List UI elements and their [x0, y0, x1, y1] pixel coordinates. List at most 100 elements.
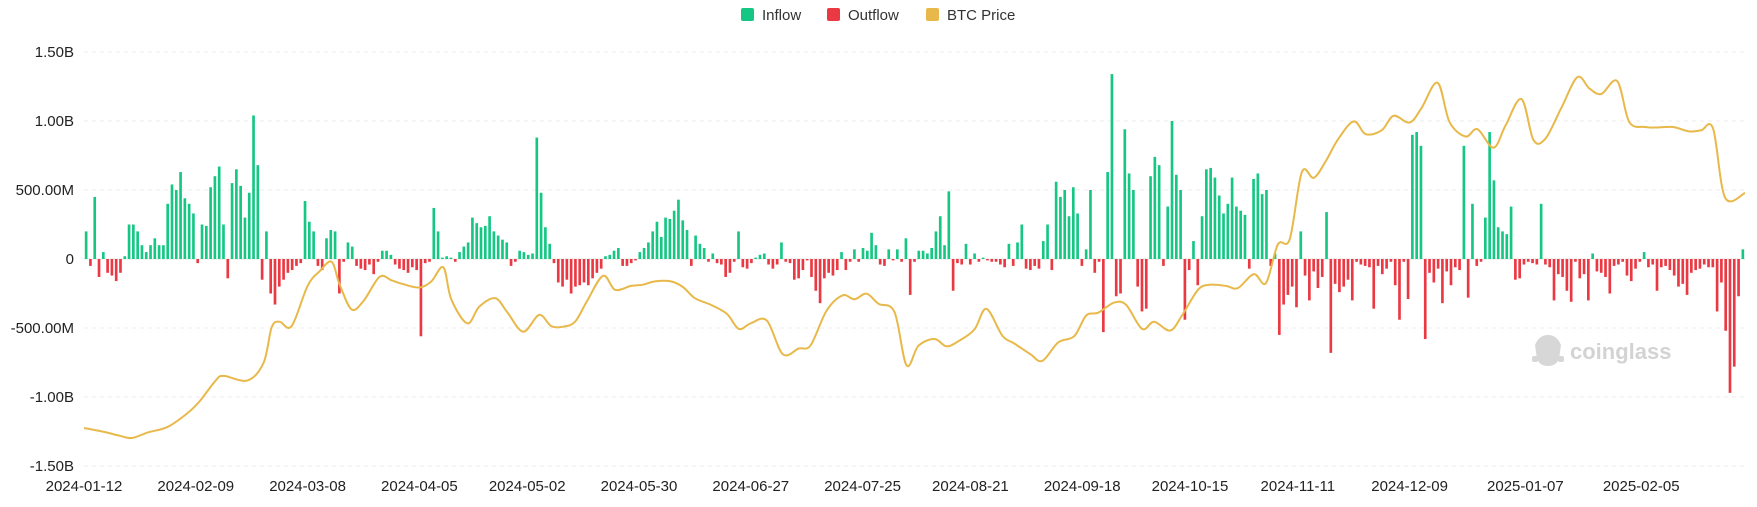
outflow-bar: [1685, 259, 1689, 295]
outflow-bar: [977, 259, 981, 262]
outflow-bar: [1574, 259, 1577, 262]
outflow-bar: [1097, 259, 1101, 262]
outflow-bar: [1565, 259, 1569, 291]
inflow-bar: [1170, 121, 1174, 259]
inflow-bar: [651, 231, 655, 259]
legend-item-inflow[interactable]: Inflow: [741, 7, 801, 24]
outflow-bar: [578, 259, 582, 286]
outflow-bar: [363, 259, 367, 271]
inflow-bar: [252, 115, 255, 259]
outflow-bar: [1114, 259, 1118, 297]
inflow-bar: [853, 249, 856, 259]
inflow-bar: [235, 169, 238, 259]
inflow-bar: [647, 242, 650, 259]
outflow-bar: [1724, 259, 1728, 331]
inflow-bar: [243, 217, 247, 259]
inflow-bar: [964, 243, 968, 259]
inflow-bar: [1256, 173, 1260, 259]
inflow-bar: [1200, 216, 1204, 259]
y-tick-label: -500.00M: [11, 320, 74, 337]
outflow-bar: [1479, 259, 1483, 262]
outflow-bar: [1458, 259, 1461, 271]
outflow-bar: [1376, 259, 1380, 266]
btc-price-line: [83, 75, 1746, 440]
inflow-bar: [917, 250, 921, 259]
inflow-bar: [672, 210, 676, 259]
inflow-bar: [531, 253, 534, 259]
outflow-bar: [1162, 259, 1165, 266]
outflow-bar: [784, 259, 788, 262]
x-tick-label: 2024-10-15: [1152, 478, 1229, 495]
outflow-bar: [878, 259, 882, 265]
outflow-bar: [402, 259, 406, 271]
inflow-bar: [157, 245, 161, 259]
inflow-bar: [183, 198, 187, 259]
outflow-bar: [999, 259, 1002, 265]
outflow-bar: [359, 259, 363, 269]
legend-item-outflow[interactable]: Outflow: [827, 7, 899, 24]
inflow-bar: [217, 166, 221, 259]
outflow-bar: [621, 259, 624, 266]
y-tick-label: 500.00M: [16, 182, 74, 199]
watermark-text: coinglass: [1570, 339, 1671, 364]
inflow-bar: [887, 249, 891, 259]
outflow-bar: [1595, 259, 1599, 272]
outflow-bar: [951, 259, 955, 291]
outflow-bar: [1406, 259, 1410, 300]
inflow-bar: [174, 190, 178, 259]
inflow-bar: [685, 230, 689, 259]
inflow-bar: [1217, 195, 1221, 259]
inflow-bar: [548, 243, 552, 259]
outflow-bar: [1011, 259, 1015, 266]
outflow-bar: [1531, 259, 1534, 264]
outflow-bar: [419, 259, 423, 337]
inflow-bar: [698, 243, 702, 259]
outflow-bar: [986, 259, 989, 261]
inflow-bar: [1046, 224, 1049, 259]
outflow-bar: [260, 259, 264, 280]
inflow-bar: [170, 184, 174, 259]
inflow-bar: [1007, 243, 1011, 259]
outflow-bar: [1599, 259, 1603, 273]
inflow-bar: [1462, 145, 1466, 259]
outflow-bar: [857, 259, 861, 262]
x-tick-label: 2025-02-05: [1603, 478, 1680, 495]
outflow-bar: [1428, 259, 1431, 273]
legend-item-btc_price[interactable]: BTC Price: [926, 7, 1015, 24]
outflow-bar: [1728, 259, 1732, 393]
outflow-bar: [595, 259, 599, 273]
inflow-bar: [737, 231, 740, 259]
outflow-bar: [1672, 259, 1676, 276]
inflow-bar: [938, 216, 942, 259]
x-tick-label: 2024-01-12: [46, 478, 123, 495]
inflow-bar: [1063, 190, 1067, 259]
outflow-bar: [320, 259, 324, 271]
outflow-bar: [1621, 259, 1625, 262]
outflow-bar: [1569, 259, 1573, 302]
inflow-bar: [1235, 206, 1238, 259]
outflow-bar: [1398, 259, 1401, 320]
outflow-bar: [994, 259, 998, 262]
inflow-bar: [758, 254, 762, 259]
outflow-bar: [393, 259, 397, 265]
outflow-bar: [1432, 259, 1436, 283]
inflow-bar: [1325, 212, 1328, 259]
outflow-bar: [805, 259, 809, 261]
outflow-bar: [1037, 259, 1041, 269]
outflow-bar: [1617, 259, 1620, 265]
outflow-bar: [106, 259, 109, 273]
inflow-bar: [762, 253, 766, 259]
outflow-bar: [1625, 259, 1629, 276]
x-tick-label: 2024-06-27: [712, 478, 789, 495]
x-tick-label: 2024-03-08: [269, 478, 346, 495]
outflow-bar: [1707, 259, 1710, 268]
inflow-bar: [256, 165, 260, 259]
inflow-bar: [535, 137, 539, 259]
x-tick-label: 2024-09-18: [1044, 478, 1121, 495]
inflow-bar: [140, 245, 144, 259]
inflow-bar: [642, 247, 646, 259]
outflow-bar: [634, 259, 637, 261]
inflow-bar: [522, 252, 526, 259]
inflow-bar: [1123, 129, 1127, 259]
outflow-bar: [1333, 259, 1337, 284]
